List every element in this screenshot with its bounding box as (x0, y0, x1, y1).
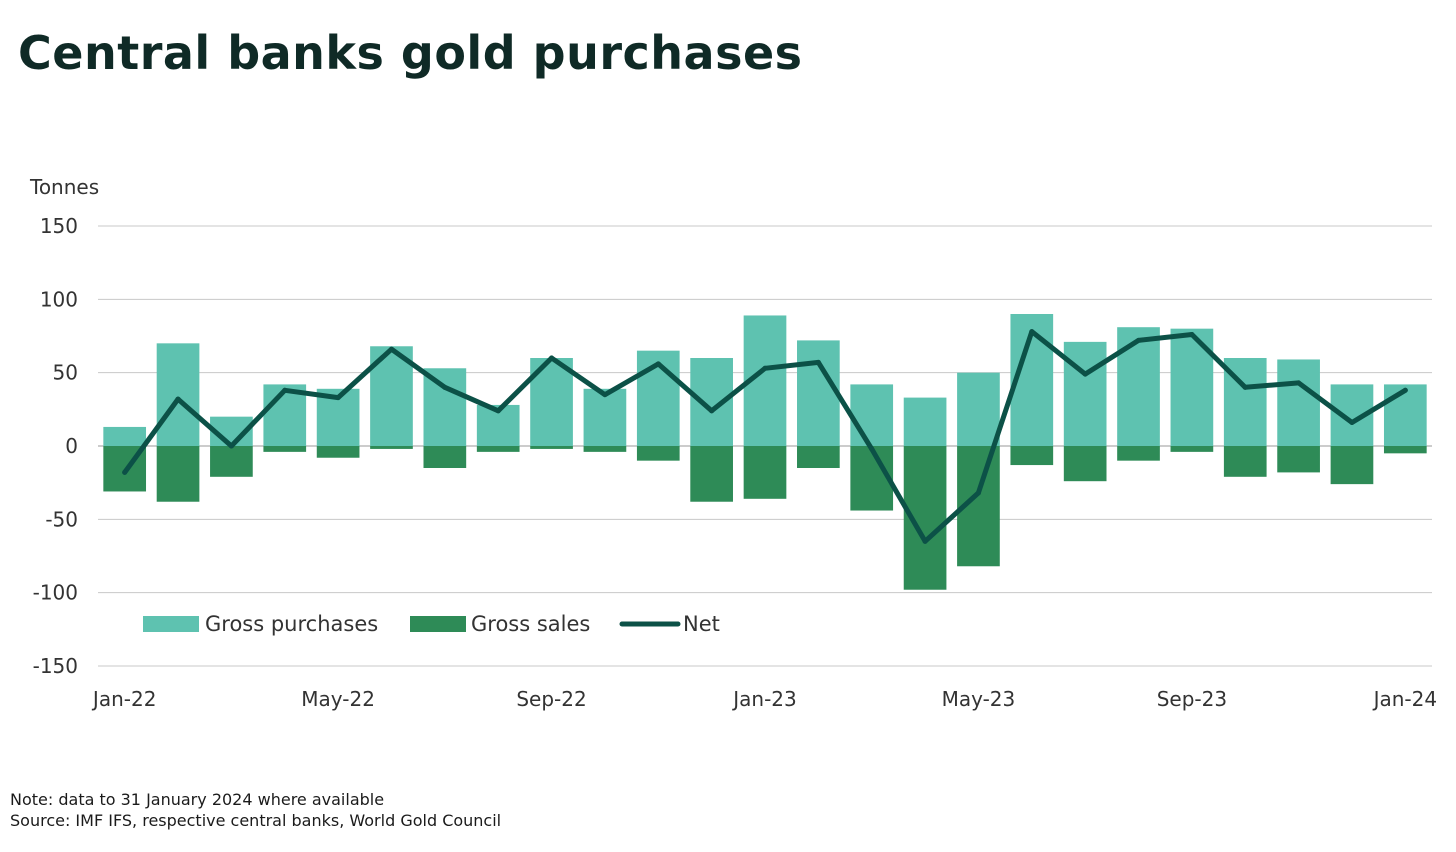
x-tick-label: Jan-24 (1372, 687, 1438, 711)
sales-bar (210, 446, 253, 477)
y-tick-label: 150 (40, 214, 78, 238)
net-point (175, 396, 181, 402)
net-point (1402, 387, 1408, 393)
sales-bar (1117, 446, 1160, 461)
sales-bar (1010, 446, 1054, 466)
y-tick-label: -100 (33, 581, 78, 605)
net-point (922, 538, 928, 544)
note-text: Note: data to 31 January 2024 where avai… (10, 790, 385, 809)
x-tick-label: Jan-23 (731, 687, 797, 711)
legend-label-net: Net (683, 612, 720, 636)
sales-bar (583, 446, 627, 452)
sales-bar (1063, 446, 1107, 482)
sales-bar (156, 446, 200, 502)
purchase-bar (583, 388, 627, 446)
x-tick-label: Sep-22 (516, 687, 586, 711)
sales-bar (636, 446, 680, 461)
x-tick-labels: Jan-22 May-22 Sep-22 Jan-23 May-23 Sep-23 Jan-… (91, 687, 1437, 711)
y-tick-label: -150 (33, 654, 78, 678)
footnotes: Note: data to 31 January 2024 where avai… (10, 789, 501, 831)
sales-bar (1330, 446, 1374, 485)
purchase-bar (1277, 359, 1320, 446)
sales-bar (743, 446, 787, 499)
sales-bar (263, 446, 307, 452)
net-point (869, 446, 875, 452)
x-tick-label: Jan-22 (91, 687, 157, 711)
purchase-bar (156, 343, 200, 446)
net-point (1029, 329, 1035, 335)
purchase-bar (957, 372, 1000, 446)
legend-swatch-purchases (143, 616, 199, 632)
x-tick-label: May-22 (301, 687, 375, 711)
net-point (602, 392, 608, 398)
legend-label-purchases: Gross purchases (205, 612, 378, 636)
net-point (655, 361, 661, 367)
legend-swatch-sales (410, 616, 466, 632)
net-point (122, 469, 128, 475)
net-point (1189, 332, 1195, 338)
net-point (815, 359, 821, 365)
net-point (549, 355, 555, 361)
net-point (1136, 337, 1142, 343)
sales-bar (476, 446, 520, 452)
sales-bar (690, 446, 733, 502)
net-point (1296, 380, 1302, 386)
bars-layer (103, 314, 1427, 590)
purchase-bar (1383, 384, 1427, 446)
purchase-bar (850, 384, 894, 446)
sales-bar (370, 446, 413, 449)
x-tick-label: Sep-23 (1157, 687, 1227, 711)
legend-label-sales: Gross sales (471, 612, 590, 636)
y-tick-label: -50 (45, 507, 78, 531)
net-point (388, 346, 394, 352)
sales-bar (530, 446, 573, 449)
page-title: Central banks gold purchases (18, 26, 803, 80)
line-layer (122, 329, 1408, 544)
purchase-bar (103, 426, 147, 446)
sales-bar (1383, 446, 1427, 454)
y-tick-label: 100 (40, 287, 78, 311)
net-point (228, 443, 234, 449)
purchase-bar (903, 397, 947, 446)
net-point (975, 490, 981, 496)
y-tick-label: 50 (53, 361, 78, 385)
net-point (1082, 371, 1088, 377)
purchase-bar (797, 340, 840, 446)
y-tick-label: 0 (65, 434, 78, 458)
purchase-bar (1063, 341, 1107, 446)
y-axis-label: Tonnes (29, 175, 99, 199)
x-tick-label: May-23 (942, 687, 1016, 711)
sales-bar (797, 446, 840, 468)
sales-bar (1223, 446, 1267, 477)
sales-bar (1170, 446, 1214, 452)
legend: Gross purchases Gross sales Net (143, 612, 720, 636)
net-point (282, 387, 288, 393)
chart: Tonnes 150 100 50 0 -50 -100 -150 Jan-22 May-22… (29, 175, 1437, 711)
sales-bar (316, 446, 360, 458)
net-point (762, 365, 768, 371)
y-tick-labels: 150 100 50 0 -50 -100 -150 (33, 214, 78, 678)
net-point (442, 384, 448, 390)
sales-bar (423, 446, 467, 468)
sales-bar (1277, 446, 1320, 473)
net-point (709, 408, 715, 414)
purchase-bar (1117, 327, 1160, 446)
net-point (1242, 384, 1248, 390)
net-point (495, 408, 501, 414)
source-text: Source: IMF IFS, respective central bank… (10, 811, 502, 830)
purchase-bar (423, 368, 467, 446)
net-point (335, 395, 341, 401)
net-point (1349, 420, 1355, 426)
